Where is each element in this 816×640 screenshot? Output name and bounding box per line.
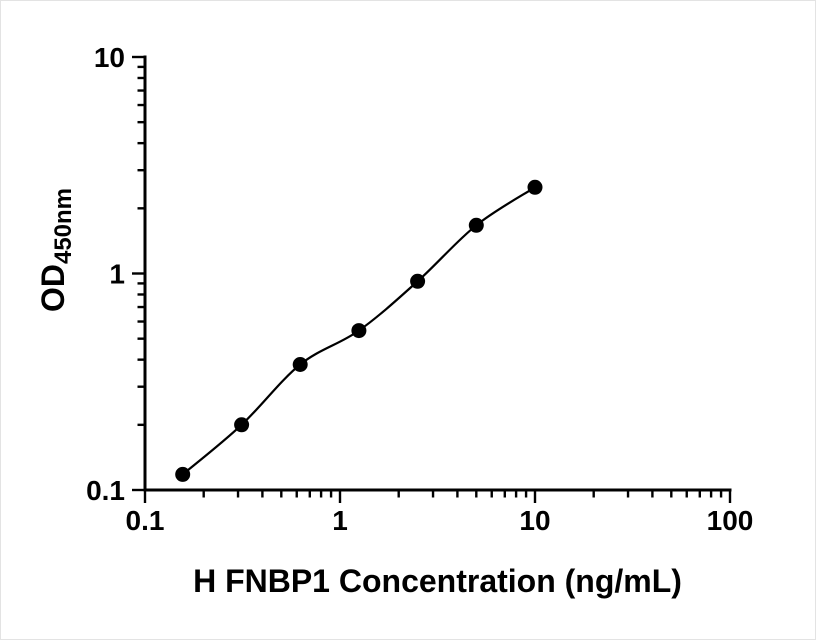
y-axis-title: OD450nm (35, 188, 77, 312)
data-point (410, 273, 426, 289)
y-tick-label: 10 (94, 42, 125, 73)
data-point (175, 466, 191, 482)
y-tick-label: 1 (109, 259, 125, 290)
data-point (234, 417, 250, 433)
data-points (175, 179, 543, 482)
data-point (351, 323, 367, 339)
axes (132, 55, 732, 503)
y-tick-label: 0.1 (86, 475, 125, 506)
y-axis-title-main: OD (35, 264, 71, 312)
data-point (292, 357, 308, 372)
y-axis-title-subscript: 450nm (50, 188, 77, 264)
x-tick-label: 100 (707, 505, 754, 536)
x-tick-label: 1 (332, 505, 348, 536)
data-point (468, 217, 484, 233)
x-tick-label: 0.1 (126, 505, 165, 536)
x-axis-title: H FNBP1 Concentration (ng/mL) (193, 563, 682, 599)
tick-labels: 0.1 1 10 100 0.1 1 10 (86, 42, 753, 536)
x-tick-label: 10 (519, 505, 550, 536)
data-point (527, 179, 543, 195)
